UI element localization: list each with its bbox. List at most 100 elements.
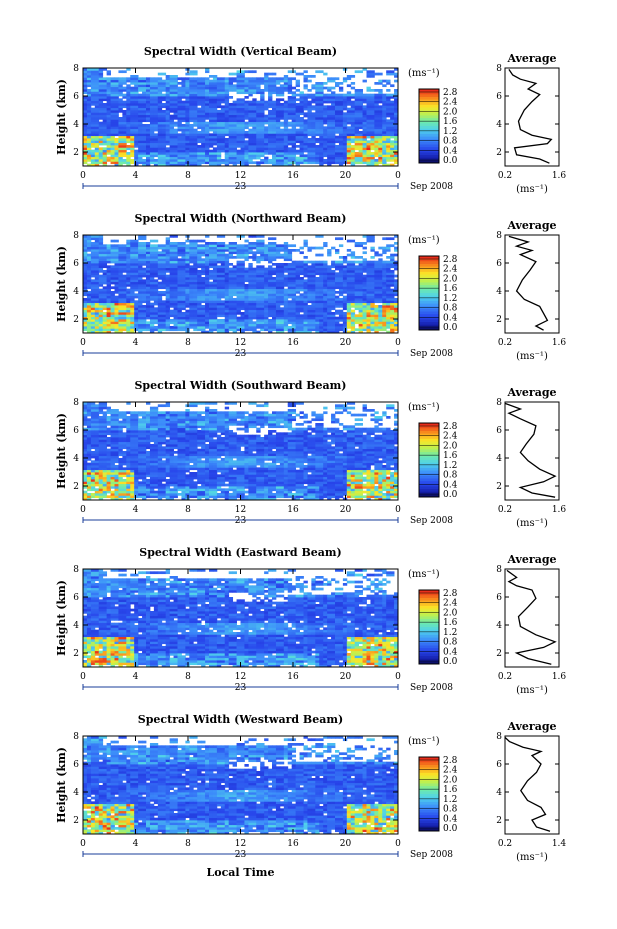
heatmap-cell	[303, 114, 308, 118]
heatmap-cell	[134, 91, 139, 95]
heatmap-cell	[201, 305, 206, 308]
heatmap-cell	[110, 239, 115, 243]
heatmap-cell	[256, 133, 261, 137]
heatmap-cell	[90, 284, 96, 287]
heatmap-cell	[157, 256, 163, 259]
heatmap-cell	[149, 288, 155, 292]
heatmap-cell	[327, 112, 332, 116]
heatmap-cell	[279, 91, 285, 95]
heatmap-cell	[118, 263, 123, 266]
heatmap-cell	[201, 239, 206, 243]
heatmap-cell	[165, 279, 171, 283]
heatmap-cell	[146, 159, 151, 162]
heatmap-cell	[272, 253, 277, 257]
heatmap-cell	[161, 319, 167, 322]
heatmap-cell	[295, 110, 300, 113]
heatmap-cell	[232, 138, 237, 141]
heatmap-cell	[319, 84, 324, 88]
heatmap-cell	[86, 256, 92, 259]
heatmap-cell	[197, 135, 202, 139]
heatmap-cell	[374, 112, 379, 116]
heatmap-cell	[279, 86, 285, 90]
heatmap-cell	[161, 124, 167, 127]
heatmap-cell	[90, 309, 96, 313]
heatmap-cell	[212, 307, 218, 311]
heatmap-cell	[193, 112, 198, 116]
heatmap-cell	[193, 128, 198, 132]
heatmap-cell	[189, 279, 194, 283]
heatmap-cell	[110, 323, 115, 327]
heatmap-cell	[193, 251, 198, 255]
heatmap-cell	[248, 300, 253, 304]
heatmap-cell	[315, 140, 320, 144]
heatmap-cell	[83, 135, 88, 139]
heatmap-cell	[197, 98, 202, 102]
heatmap-cell	[256, 86, 261, 90]
heatmap-cell	[197, 286, 202, 290]
heatmap-cell	[149, 249, 155, 252]
heatmap-cell	[138, 263, 143, 266]
heatmap-cell	[173, 265, 178, 269]
heatmap-cell	[110, 272, 115, 276]
heatmap-cell	[378, 126, 383, 130]
heatmap-cell	[216, 291, 222, 294]
heatmap-cell	[98, 246, 104, 250]
heatmap-cell	[98, 235, 104, 238]
heatmap-cell	[260, 316, 265, 320]
heatmap-cell	[197, 93, 202, 97]
heatmap-cell	[366, 154, 371, 158]
heatmap-cell	[142, 124, 147, 127]
heatmap-cell	[169, 119, 174, 123]
heatmap-cell	[169, 110, 174, 113]
heatmap-cell	[157, 142, 163, 146]
heatmap-cell	[291, 119, 297, 123]
heatmap-cell	[240, 302, 245, 306]
heatmap-cell	[275, 163, 281, 167]
heatmap-cell	[338, 135, 344, 139]
heatmap-cell	[205, 298, 210, 301]
heatmap-cell	[185, 89, 190, 92]
heatmap-cell	[106, 330, 111, 334]
heatmap-cell	[256, 319, 261, 322]
heatmap-cell	[327, 142, 332, 146]
colorbar-segment	[419, 133, 439, 137]
heatmap-cell	[252, 77, 257, 81]
heatmap-cell	[114, 274, 119, 278]
heatmap-cell	[307, 105, 312, 109]
heatmap-cell	[130, 265, 135, 269]
heatmap-cell	[146, 135, 151, 139]
heatmap-cell	[335, 112, 340, 116]
heatmap-cell	[354, 105, 360, 109]
heatmap-cell	[157, 270, 163, 273]
heatmap-cell	[232, 114, 237, 118]
heatmap-cell	[106, 291, 111, 294]
heatmap-cell	[86, 100, 92, 104]
heatmap-cell	[240, 267, 245, 271]
heatmap-cell	[335, 84, 340, 88]
heatmap-cell	[382, 103, 387, 106]
heatmap-cell	[382, 79, 387, 83]
heatmap-cell	[130, 272, 135, 276]
heatmap-cell	[153, 288, 159, 292]
heatmap-cell	[346, 140, 352, 144]
heatmap-cell	[283, 145, 289, 148]
heatmap-cell	[142, 279, 147, 283]
heatmap-cell	[216, 121, 222, 125]
heatmap-cell	[268, 293, 273, 297]
heatmap-cell	[173, 145, 178, 148]
average-title: Average	[506, 52, 556, 65]
heatmap-cell	[362, 131, 367, 134]
heatmap-cell	[126, 242, 131, 245]
heatmap-cell	[149, 89, 155, 92]
heatmap-cell	[224, 295, 230, 299]
heatmap-cell	[264, 161, 269, 165]
heatmap-cell	[114, 279, 119, 283]
heatmap-cell	[165, 291, 171, 294]
heatmap-cell	[165, 149, 171, 153]
heatmap-cell	[362, 145, 367, 148]
heatmap-cell	[189, 112, 194, 116]
heatmap-cell	[197, 119, 202, 123]
heatmap-cell	[311, 124, 316, 127]
heatmap-cell	[122, 159, 127, 162]
heatmap-cell	[260, 293, 265, 297]
